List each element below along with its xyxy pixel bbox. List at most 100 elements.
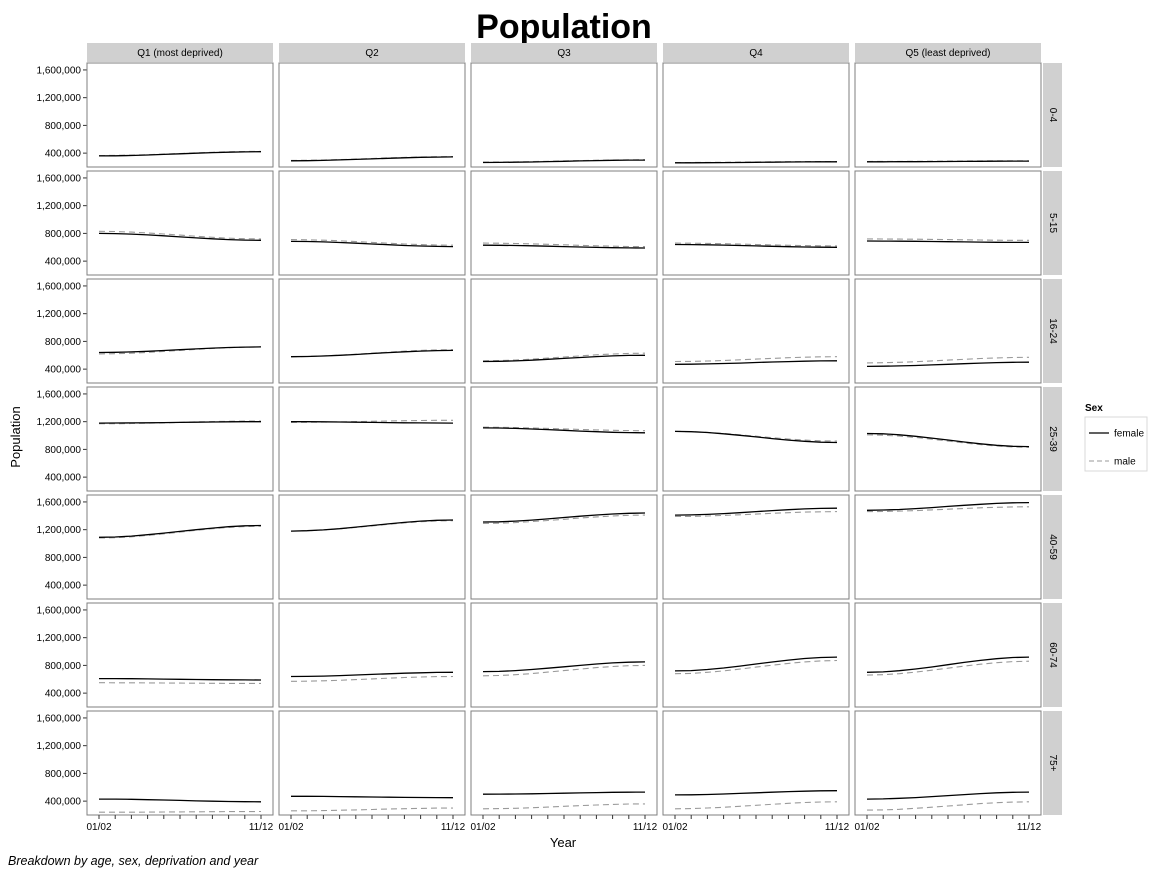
facet-panel <box>86 170 274 276</box>
series-line-female <box>482 244 646 249</box>
x-tick-label: 01/02 <box>662 822 687 833</box>
series-line-female <box>290 156 454 162</box>
y-tick-label: 1,600,000 <box>37 173 82 184</box>
series-line-female <box>290 349 454 358</box>
y-tick-label: 1,200,000 <box>37 309 82 320</box>
facet-panel <box>86 62 274 168</box>
series-line-female <box>866 791 1030 800</box>
series-line-male <box>98 525 262 539</box>
y-tick-label: 400,000 <box>45 473 82 484</box>
facet-panel <box>854 62 1042 168</box>
column-strip <box>279 43 465 62</box>
series-line-female <box>291 795 454 799</box>
y-tick-label: 1,600,000 <box>37 65 82 76</box>
series-line-female <box>482 791 646 795</box>
series-line-female <box>98 151 262 157</box>
y-tick-label: 400,000 <box>45 149 82 160</box>
row-strip <box>1043 603 1062 707</box>
y-tick-label: 800,000 <box>45 553 82 564</box>
series-line-female <box>866 240 1029 244</box>
y-tick-label: 1,600,000 <box>37 713 82 724</box>
series-line-male <box>482 664 646 677</box>
row-strip <box>1043 387 1062 491</box>
row-strip-label: 25-39 <box>1047 426 1058 452</box>
row-strip <box>1043 495 1062 599</box>
series-line-male <box>482 242 646 248</box>
series-line-male <box>674 356 838 363</box>
series-line-male <box>866 434 1030 448</box>
y-tick-label: 1,200,000 <box>37 633 82 644</box>
row-strip-label: 40-59 <box>1047 534 1058 560</box>
legend-entries: female male <box>1084 416 1148 472</box>
facet-panel <box>86 386 274 492</box>
series-line-female <box>482 159 645 164</box>
facet-panel <box>662 62 850 168</box>
series-line-female <box>674 243 838 248</box>
facet-panel <box>854 710 1042 816</box>
y-tick-label: 400,000 <box>45 257 82 268</box>
y-tick-label: 400,000 <box>45 689 82 700</box>
column-strip-label: Q3 <box>557 48 571 59</box>
facet-panel <box>278 602 466 708</box>
series-line-female <box>290 671 454 678</box>
facet-panel <box>854 386 1042 492</box>
row-strip <box>1043 711 1062 815</box>
column-strip <box>471 43 657 62</box>
facet-panel <box>86 494 274 600</box>
series-line-male <box>674 801 838 810</box>
y-tick-label: 1,200,000 <box>37 417 82 428</box>
x-tick-label: 01/02 <box>278 822 303 833</box>
series-line-male <box>99 810 262 813</box>
series-line-female <box>99 677 262 681</box>
y-tick-label: 800,000 <box>45 445 82 456</box>
row-strip <box>1043 279 1062 383</box>
x-tick-label: 11/12 <box>441 822 466 833</box>
facet-panel <box>278 494 466 600</box>
facet-panel <box>854 170 1042 276</box>
facet-panel <box>470 602 658 708</box>
row-strip <box>1043 63 1062 167</box>
series-line-female <box>290 240 454 248</box>
series-line-female <box>482 512 646 523</box>
y-tick-label: 800,000 <box>45 769 82 780</box>
series-line-male <box>290 675 454 682</box>
facet-panel <box>662 170 850 276</box>
legend-label-female: female <box>1114 429 1144 440</box>
y-tick-label: 1,200,000 <box>37 525 82 536</box>
row-strip-label: 75+ <box>1047 755 1058 772</box>
series-line-male <box>290 419 453 423</box>
series-line-female <box>866 432 1030 448</box>
series-line-male <box>866 506 1030 513</box>
series-line-female <box>866 656 1030 673</box>
facet-panel <box>278 170 466 276</box>
x-tick-label: 01/02 <box>86 822 111 833</box>
facet-panel <box>86 710 274 816</box>
series-line-female <box>482 354 646 363</box>
series-line-female <box>674 656 838 672</box>
legend-title: Sex <box>1085 403 1103 414</box>
x-tick-label: 11/12 <box>825 822 850 833</box>
y-tick-label: 1,200,000 <box>37 93 82 104</box>
y-tick-label: 400,000 <box>45 365 82 376</box>
series-line-male <box>482 352 646 362</box>
x-tick-label: 11/12 <box>633 822 658 833</box>
column-strip <box>87 43 273 62</box>
facet-panel <box>86 278 274 384</box>
facet-panel <box>278 62 466 168</box>
series-line-male <box>98 682 261 684</box>
legend-box <box>1084 416 1148 472</box>
series-line-male <box>482 426 646 432</box>
y-tick-label: 1,200,000 <box>37 201 82 212</box>
series-line-female <box>674 360 838 365</box>
x-tick-label: 01/02 <box>854 822 879 833</box>
facet-panel <box>470 494 658 600</box>
chart-caption: Breakdown by age, sex, deprivation and y… <box>8 854 259 868</box>
facet-panel <box>470 710 658 816</box>
series-line-male <box>291 807 453 812</box>
series-line-female <box>482 661 646 673</box>
chart-title: Population <box>476 8 652 46</box>
column-strip <box>855 43 1041 62</box>
series-line-female <box>866 361 1030 368</box>
y-tick-label: 800,000 <box>45 121 82 132</box>
